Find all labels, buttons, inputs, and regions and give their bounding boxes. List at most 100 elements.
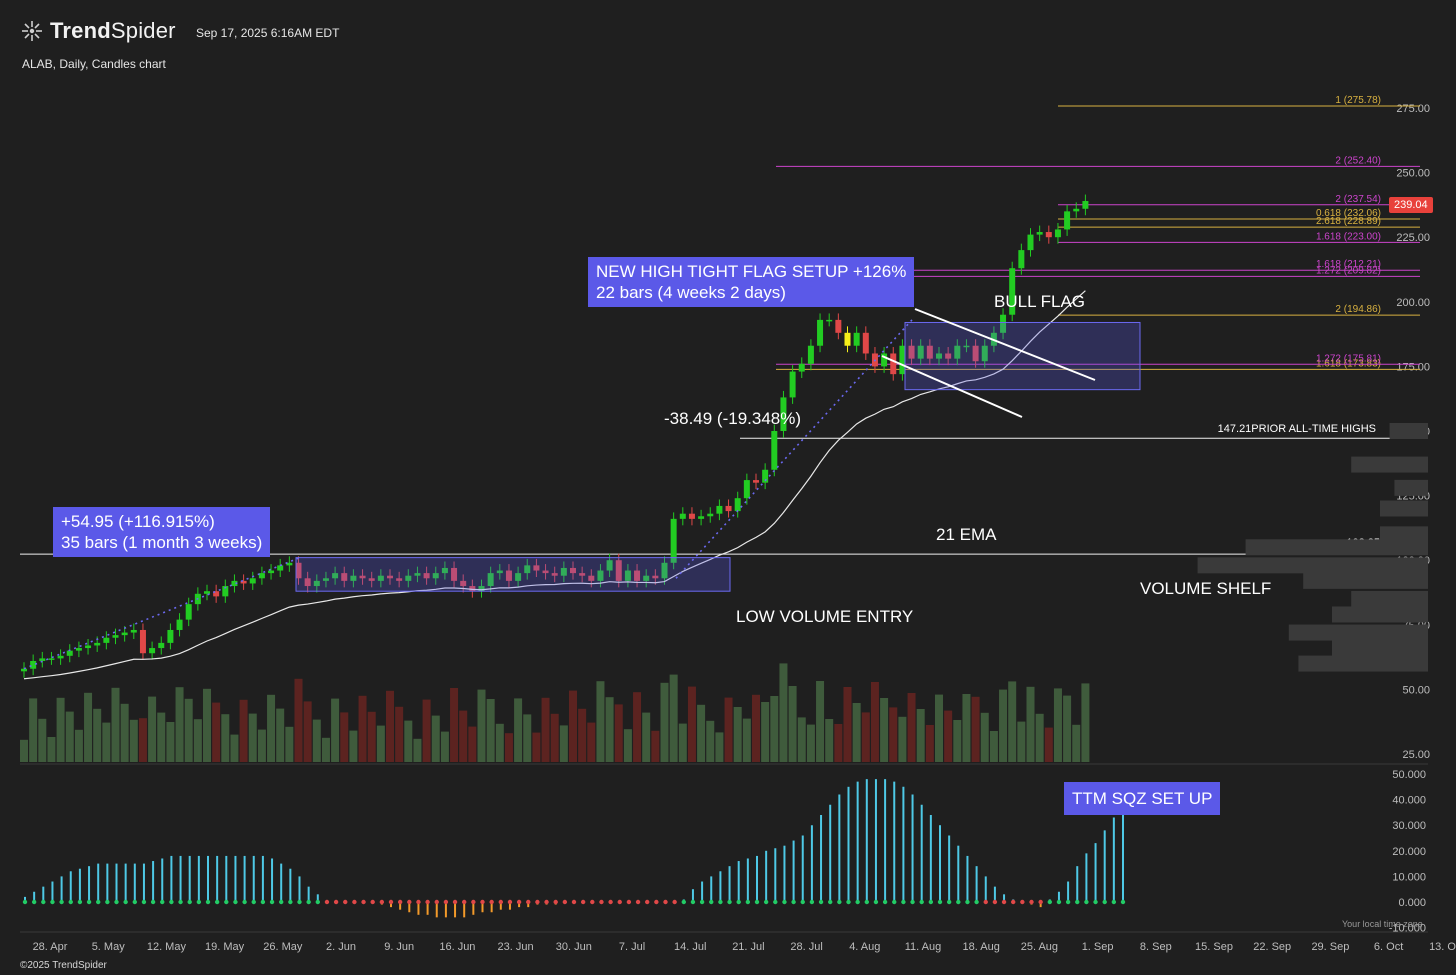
fib-level-label: 1.618 (223.00)	[1316, 231, 1381, 242]
volume-bar	[459, 710, 468, 762]
squeeze-dot	[699, 899, 705, 905]
time-tick-label: 13. Oct	[1429, 941, 1456, 953]
callout-mid-line2: 22 bars (4 weeks 2 days)	[596, 283, 786, 302]
squeeze-dot	[928, 899, 934, 905]
time-tick-label: 11. Aug	[905, 941, 942, 953]
squeeze-dot	[1020, 899, 1025, 905]
volume-shelf-bin	[1351, 456, 1428, 473]
candle-body	[451, 567, 458, 581]
time-tick-label: 21. Jul	[732, 941, 764, 953]
fib-level-label: 2 (194.86)	[1335, 304, 1381, 315]
time-tick-label: 23. Jun	[498, 941, 534, 953]
candle-body	[762, 469, 769, 483]
time-tick-label: 8. Sep	[1140, 941, 1172, 953]
candle-body	[954, 345, 961, 359]
volume-shelf-bin	[1245, 539, 1428, 556]
candle-body	[780, 397, 787, 431]
candle-body	[249, 578, 256, 584]
copyright: ©2025 TrendSpider	[20, 960, 107, 971]
ttm-squeeze-callout: TTM SQZ SET UP	[1064, 782, 1221, 815]
volume-bar	[861, 712, 870, 762]
candle-body	[945, 353, 952, 359]
squeeze-dot	[224, 899, 229, 905]
time-tick-label: 30. Jun	[556, 941, 592, 953]
candle-body	[121, 632, 128, 636]
volume-bar	[806, 724, 815, 762]
volume-bar	[779, 663, 788, 762]
fib-level-label: 2.618 (228.89)	[1316, 216, 1381, 227]
squeeze-dot	[1102, 899, 1107, 905]
candle-body	[304, 578, 311, 587]
candle-body	[66, 650, 73, 656]
squeeze-dot	[562, 899, 568, 905]
volume-bar	[221, 714, 230, 762]
squeeze-tick-label: 10.000	[1392, 871, 1426, 883]
volume-bar	[331, 698, 340, 762]
candle-body	[277, 565, 284, 571]
volume-bar	[267, 694, 276, 762]
volume-bar	[212, 702, 221, 762]
volume-bar	[358, 695, 367, 762]
volume-bar	[431, 715, 440, 762]
volume-bar	[523, 714, 532, 762]
candle-body	[588, 575, 595, 581]
squeeze-dot	[288, 899, 293, 905]
time-tick-label: 9. Jun	[384, 941, 414, 953]
candle-body	[606, 560, 613, 571]
squeeze-dot	[1011, 899, 1016, 905]
candle-body	[478, 586, 485, 592]
squeeze-dot	[1047, 899, 1053, 905]
volume-bar	[1072, 724, 1081, 762]
volume-bar	[541, 697, 550, 762]
candle-body	[432, 573, 439, 579]
volume-shelf-bin	[1351, 590, 1428, 607]
volume-bar	[486, 699, 495, 762]
volume-bar	[569, 690, 577, 762]
candle-body	[240, 580, 247, 584]
squeeze-dot	[828, 899, 833, 905]
candle-body	[405, 575, 412, 581]
candle-body	[570, 567, 576, 574]
candle-body	[725, 505, 732, 512]
candle-body	[643, 575, 650, 581]
candle-body	[222, 586, 229, 597]
volume-bar	[559, 725, 568, 762]
squeeze-dot	[1120, 899, 1126, 905]
volume-bar	[669, 674, 678, 762]
squeeze-dot	[608, 899, 613, 905]
candle-body	[597, 570, 604, 581]
candle-body	[185, 604, 192, 620]
fib-level-label: 1.272 (175.81)	[1316, 353, 1381, 364]
volume-bar	[614, 704, 623, 762]
squeeze-dot	[1001, 899, 1007, 905]
volume-bar	[184, 698, 193, 762]
squeeze-dot	[965, 899, 970, 905]
candle-body	[698, 516, 705, 519]
squeeze-dot	[809, 899, 815, 905]
candle-body	[899, 345, 906, 375]
squeeze-dot	[645, 899, 650, 905]
candle-body	[423, 573, 430, 579]
candle-body	[963, 345, 970, 348]
flag-lower-line	[881, 355, 1023, 418]
volume-bar	[825, 719, 834, 762]
candle-body	[505, 570, 512, 581]
price-tick-label: 225.00	[1396, 232, 1430, 244]
candle-body	[75, 648, 82, 651]
candle-body	[533, 565, 540, 571]
squeeze-dot	[498, 899, 503, 905]
volume-bar	[980, 712, 989, 762]
candle-body	[890, 353, 897, 375]
squeeze-dot	[882, 899, 888, 905]
volume-bar	[852, 703, 861, 762]
candle-body	[268, 570, 275, 574]
volume-bar	[239, 699, 248, 762]
candle-body	[936, 353, 942, 359]
volume-bar	[340, 712, 349, 762]
squeeze-dot	[462, 899, 467, 905]
volume-shelf-bin	[1303, 572, 1428, 589]
volume-bar	[907, 693, 916, 762]
volume-bar	[962, 694, 971, 762]
volume-bar	[294, 678, 303, 762]
volume-bar	[203, 688, 211, 762]
